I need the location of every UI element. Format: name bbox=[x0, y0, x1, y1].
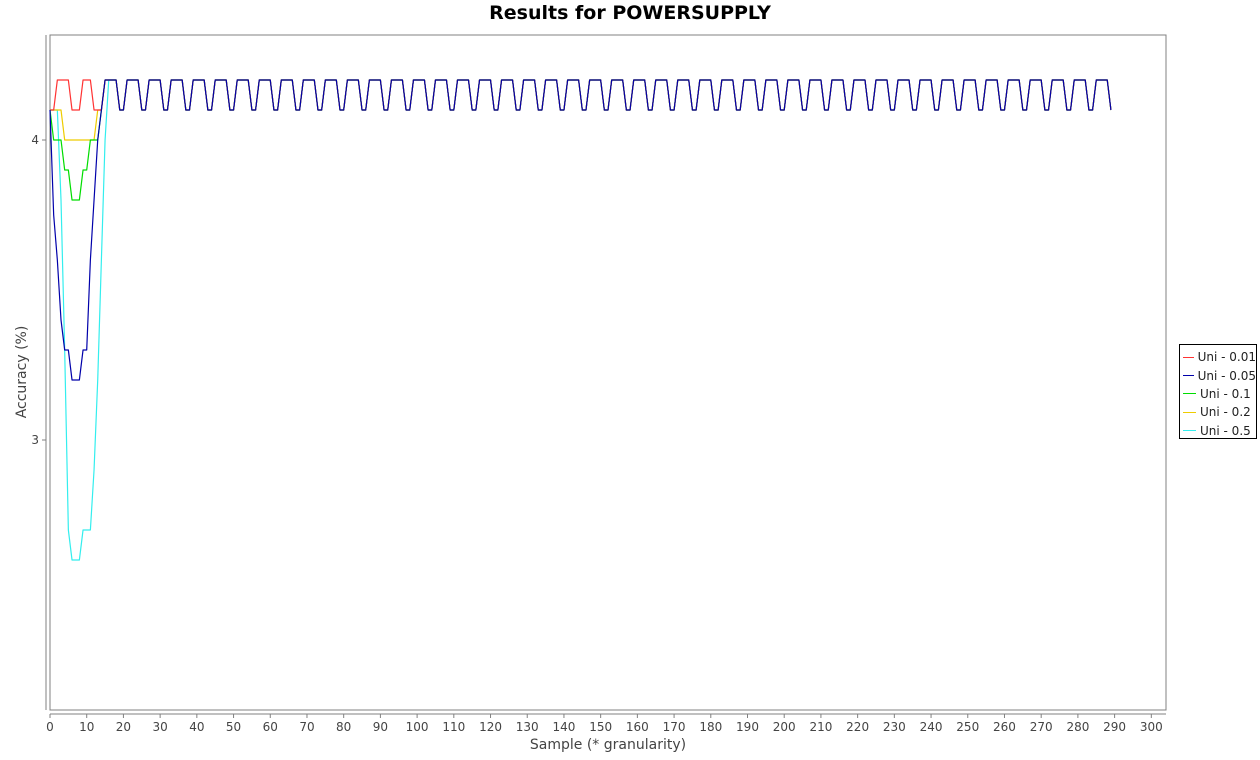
x-tick-label: 0 bbox=[46, 720, 54, 734]
plot-area bbox=[49, 34, 1167, 711]
x-tick-label: 230 bbox=[883, 720, 906, 734]
x-tick-label: 140 bbox=[552, 720, 575, 734]
legend: Uni - 0.01 Uni - 0.05 Uni - 0.1 Uni - 0.2 Un… bbox=[1179, 344, 1257, 439]
x-tick-label: 10 bbox=[79, 720, 94, 734]
legend-item: Uni - 0.05 bbox=[1180, 366, 1256, 384]
legend-swatch bbox=[1183, 430, 1196, 432]
x-tick-label: 190 bbox=[736, 720, 759, 734]
x-tick-label: 70 bbox=[299, 720, 314, 734]
x-tick-label: 240 bbox=[920, 720, 943, 734]
legend-item: Uni - 0.5 bbox=[1180, 422, 1256, 440]
x-tick-label: 90 bbox=[373, 720, 388, 734]
x-tick-label: 120 bbox=[479, 720, 502, 734]
x-tick-label: 20 bbox=[116, 720, 131, 734]
legend-label: Uni - 0.1 bbox=[1200, 386, 1251, 401]
x-tick-label: 260 bbox=[993, 720, 1016, 734]
x-tick-label: 100 bbox=[406, 720, 429, 734]
x-tick-label: 220 bbox=[846, 720, 869, 734]
legend-item: Uni - 0.2 bbox=[1180, 403, 1256, 421]
legend-label: Uni - 0.05 bbox=[1197, 368, 1256, 383]
x-tick-label: 40 bbox=[189, 720, 204, 734]
legend-swatch bbox=[1183, 356, 1194, 358]
legend-swatch bbox=[1183, 375, 1194, 377]
series-layer bbox=[49, 79, 1112, 561]
x-axis-label: Sample (* granularity) bbox=[530, 737, 686, 753]
legend-swatch bbox=[1183, 411, 1196, 413]
x-tick-label: 250 bbox=[956, 720, 979, 734]
x-tick-label: 30 bbox=[152, 720, 167, 734]
legend-label: Uni - 0.2 bbox=[1200, 405, 1251, 420]
series-line-1 bbox=[49, 79, 1112, 381]
legend-item: Uni - 0.1 bbox=[1180, 385, 1256, 403]
x-tick-label: 270 bbox=[1030, 720, 1053, 734]
y-tick-label: 3 bbox=[31, 433, 39, 447]
chart-title: Results for POWERSUPPLY bbox=[489, 2, 771, 24]
x-tick-label: 300 bbox=[1140, 720, 1163, 734]
x-tick-label: 180 bbox=[699, 720, 722, 734]
legend-label: Uni - 0.5 bbox=[1200, 423, 1251, 438]
y-tick-label: 4 bbox=[31, 133, 39, 147]
x-tick-label: 280 bbox=[1066, 720, 1089, 734]
x-tick-label: 290 bbox=[1103, 720, 1126, 734]
x-tick-label: 50 bbox=[226, 720, 241, 734]
y-ticks: 34 bbox=[31, 133, 46, 447]
x-tick-label: 110 bbox=[442, 720, 465, 734]
x-tick-label: 130 bbox=[516, 720, 539, 734]
legend-item: Uni - 0.01 bbox=[1180, 348, 1256, 366]
x-tick-label: 160 bbox=[626, 720, 649, 734]
x-tick-label: 60 bbox=[263, 720, 278, 734]
x-tick-label: 200 bbox=[773, 720, 796, 734]
y-axis-label: Accuracy (%) bbox=[14, 326, 30, 419]
x-tick-label: 170 bbox=[663, 720, 686, 734]
x-tick-label: 150 bbox=[589, 720, 612, 734]
x-tick-label: 80 bbox=[336, 720, 351, 734]
legend-label: Uni - 0.01 bbox=[1197, 350, 1256, 365]
legend-swatch bbox=[1183, 393, 1196, 395]
x-ticks: 0 10 20 30 40 50 60 70 80 90 100 110 120 130 140 150 160… bbox=[46, 714, 1163, 734]
x-tick-label: 210 bbox=[809, 720, 832, 734]
